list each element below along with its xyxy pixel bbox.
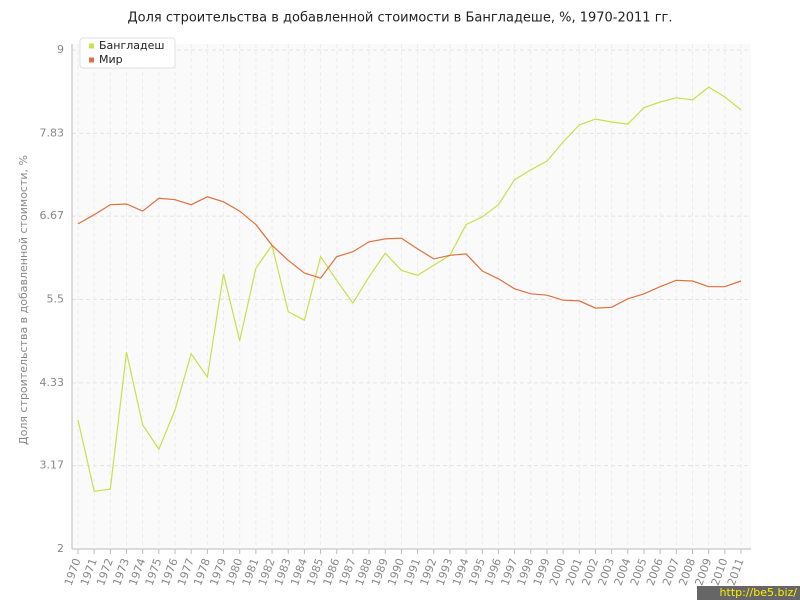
y-tick-label: 7.83 — [40, 126, 65, 139]
y-tick-label: 3.17 — [40, 459, 65, 472]
y-tick-label: 2 — [57, 542, 64, 555]
y-tick-label: 5.5 — [47, 293, 65, 306]
legend-box — [79, 37, 176, 69]
legend-swatch — [89, 43, 94, 49]
plot-background — [72, 44, 751, 549]
legend-label: Мир — [99, 53, 123, 66]
series-line — [77, 86, 742, 492]
chart-title: Доля строительства в добавленной стоимос… — [127, 11, 672, 26]
y-tick-label: 4.33 — [40, 376, 65, 389]
y-tick-label: 6.67 — [40, 209, 65, 222]
y-tick-label: 9 — [57, 43, 64, 56]
watermark: http://be5.biz/ — [720, 586, 798, 599]
y-axis-label: Доля строительства в добавленной стоимос… — [17, 155, 30, 445]
legend-swatch — [89, 57, 94, 63]
legend-label: Бангладеш — [99, 39, 164, 52]
series-line — [77, 196, 742, 309]
watermark-bg — [697, 586, 800, 600]
